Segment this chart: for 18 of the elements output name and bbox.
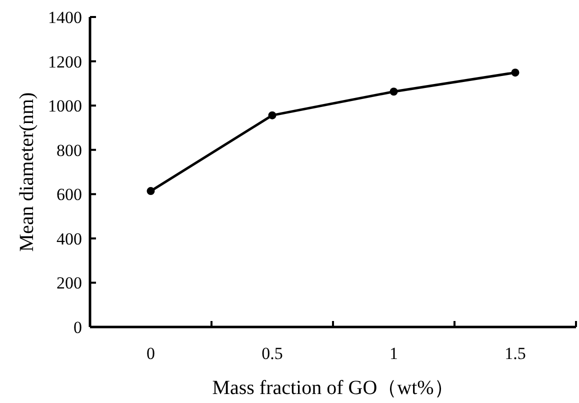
y-tick-label: 1000: [48, 96, 82, 116]
point: [268, 111, 276, 120]
y-axis-title: Mean diameter(nm): [16, 92, 38, 252]
x-tick-label: 0: [146, 344, 155, 363]
x-tick-label: 1.5: [504, 344, 526, 363]
x-tick-label: 0.5: [262, 344, 283, 363]
y-tick-label: 1200: [48, 52, 82, 72]
y-tick-label: 0: [74, 318, 82, 337]
y-tick-label: 200: [56, 274, 82, 293]
x-axis-title: Mass fraction of GO（wt%）: [212, 377, 454, 399]
point: [511, 68, 520, 77]
x-tick-label: 1: [390, 344, 398, 363]
y-tick-label: 600: [56, 185, 82, 204]
y-tick-label: 1400: [48, 8, 82, 27]
y-tick-label: 800: [56, 140, 82, 160]
y-tick-label: 400: [56, 229, 82, 248]
point: [390, 88, 398, 96]
point: [146, 187, 155, 196]
